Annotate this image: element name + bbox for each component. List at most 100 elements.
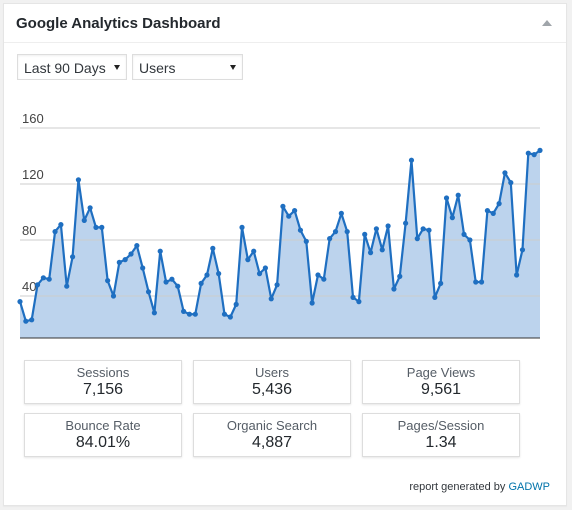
data-point xyxy=(169,276,175,282)
data-point xyxy=(87,205,93,211)
data-point xyxy=(373,226,379,232)
data-point xyxy=(75,177,82,183)
data-point xyxy=(292,208,298,214)
data-point xyxy=(484,208,491,214)
data-point xyxy=(443,195,450,201)
stat-label: Pages/Session xyxy=(397,418,485,433)
data-point xyxy=(490,210,496,216)
data-point xyxy=(309,300,315,306)
analytics-widget: Google Analytics Dashboard Last 90 Days … xyxy=(3,3,567,506)
stat-label: Sessions xyxy=(76,365,130,380)
data-point xyxy=(344,229,350,235)
data-point xyxy=(315,272,321,278)
data-point xyxy=(467,237,473,243)
data-point xyxy=(414,236,420,242)
data-point xyxy=(69,254,76,260)
stat-card-bounce-rate: Bounce Rate 84.01% xyxy=(24,413,182,457)
data-point xyxy=(23,318,29,324)
data-point xyxy=(408,157,415,163)
data-point xyxy=(508,180,514,186)
data-point xyxy=(251,248,257,254)
data-point xyxy=(81,217,87,223)
collapse-toggle-icon[interactable] xyxy=(542,20,552,26)
data-point xyxy=(362,231,368,237)
data-point xyxy=(531,152,537,158)
data-point xyxy=(537,147,543,153)
data-point xyxy=(140,265,146,271)
stat-value: 84.01% xyxy=(75,434,131,451)
data-point xyxy=(233,301,239,307)
data-point xyxy=(350,294,356,300)
stat-label: Users xyxy=(255,365,289,380)
data-point xyxy=(17,299,23,305)
metric-select-value: Users xyxy=(139,60,176,76)
data-point xyxy=(286,213,292,219)
data-point xyxy=(332,229,339,235)
data-point xyxy=(455,192,461,198)
data-point xyxy=(128,251,134,257)
data-point xyxy=(321,276,327,282)
data-point xyxy=(227,314,233,320)
data-point xyxy=(338,210,344,216)
period-select[interactable]: Last 90 Days xyxy=(17,54,127,80)
data-point xyxy=(438,280,444,286)
data-point xyxy=(34,282,41,288)
data-point xyxy=(29,317,35,323)
data-point xyxy=(210,245,216,251)
stat-value: 5,436 xyxy=(251,381,293,398)
data-point xyxy=(385,223,391,229)
metric-select[interactable]: Users xyxy=(132,54,243,80)
data-point xyxy=(426,227,432,233)
y-tick-label: 80 xyxy=(22,223,36,238)
data-point xyxy=(175,283,181,289)
data-point xyxy=(221,311,228,317)
data-point xyxy=(157,248,163,254)
stat-card-page-views: Page Views 9,561 xyxy=(362,360,520,404)
data-point xyxy=(502,170,508,176)
data-point xyxy=(134,243,140,249)
stat-value: 7,156 xyxy=(82,381,124,398)
stat-card-users: Users 5,436 xyxy=(193,360,351,404)
stat-value: 9,561 xyxy=(420,381,462,398)
stat-value: 1.34 xyxy=(425,434,457,451)
stat-card-pages-per-session: Pages/Session 1.34 xyxy=(362,413,520,457)
data-point xyxy=(93,224,99,230)
data-point xyxy=(40,275,46,281)
data-point xyxy=(379,247,385,253)
data-point xyxy=(473,279,479,285)
data-point xyxy=(397,273,403,279)
data-point xyxy=(163,279,169,285)
data-point xyxy=(356,299,362,305)
data-point xyxy=(274,282,280,288)
stat-label: Page Views xyxy=(406,365,476,380)
data-point xyxy=(496,201,502,207)
data-point xyxy=(192,311,198,317)
data-point xyxy=(245,257,251,263)
data-point xyxy=(110,293,117,299)
data-point xyxy=(99,224,105,230)
stat-label: Organic Search xyxy=(226,418,318,433)
data-point xyxy=(327,236,333,242)
y-tick-label: 160 xyxy=(22,111,44,126)
data-point xyxy=(204,272,210,278)
stat-card-organic-search: Organic Search 4,887 xyxy=(193,413,351,457)
data-point xyxy=(198,280,204,286)
data-point xyxy=(105,278,111,284)
chevron-down-icon xyxy=(114,65,120,70)
gadwp-link[interactable]: GADWP xyxy=(508,481,550,493)
footer-text: report generated by xyxy=(409,481,506,493)
chart-area-fill xyxy=(20,150,540,338)
data-point xyxy=(514,272,520,278)
data-point xyxy=(461,231,467,237)
data-point xyxy=(46,276,52,282)
data-point xyxy=(280,203,286,209)
data-point xyxy=(420,226,426,232)
widget-title: Google Analytics Dashboard xyxy=(16,15,221,32)
data-point xyxy=(525,150,531,156)
series-line xyxy=(18,149,541,323)
stat-card-sessions: Sessions 7,156 xyxy=(24,360,182,404)
stat-value: 4,887 xyxy=(251,434,293,451)
period-select-value: Last 90 Days xyxy=(24,60,106,76)
data-point xyxy=(216,271,222,277)
data-point xyxy=(181,308,187,314)
